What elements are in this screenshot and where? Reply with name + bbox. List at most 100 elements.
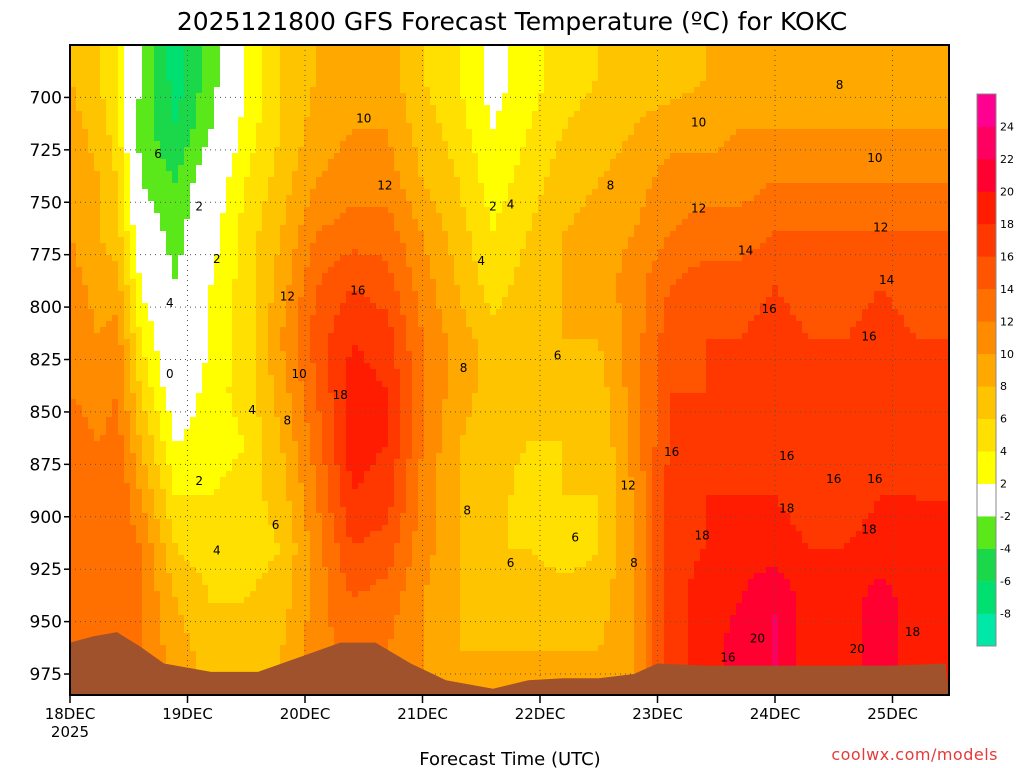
field-cell: [88, 501, 95, 508]
field-cell: [166, 525, 173, 532]
field-cell: [148, 531, 155, 538]
field-cell: [76, 627, 83, 634]
field-cell: [76, 339, 83, 346]
field-cell: [100, 453, 107, 460]
field-cell: [106, 453, 113, 460]
field-cell: [136, 63, 143, 70]
field-cell: [136, 111, 143, 118]
field-cell: [226, 531, 233, 538]
field-cell: [208, 111, 215, 118]
field-cell: [202, 549, 209, 556]
field-cell: [166, 51, 173, 58]
field-cell: [130, 291, 137, 298]
field-cell: [136, 351, 143, 358]
field-cell: [112, 87, 119, 94]
field-cell: [130, 501, 137, 508]
field-cell: [178, 495, 185, 502]
field-cell: [148, 267, 155, 274]
field-cell: [226, 357, 233, 364]
field-cell: [226, 525, 233, 532]
field-cell: [178, 93, 185, 100]
field-cell: [292, 213, 299, 220]
field-cell: [130, 633, 137, 640]
field-cell: [262, 567, 269, 574]
field-cell: [232, 117, 239, 124]
field-cell: [262, 141, 269, 148]
field-cell: [166, 483, 173, 490]
field-cell: [262, 237, 269, 244]
field-cell: [190, 105, 197, 112]
field-cell: [106, 603, 113, 610]
field-cell: [280, 489, 287, 496]
field-cell: [256, 603, 263, 610]
field-cell: [76, 219, 83, 226]
field-cell: [298, 153, 305, 160]
field-cell: [196, 549, 203, 556]
field-cell: [142, 315, 149, 322]
field-cell: [256, 321, 263, 328]
field-cell: [202, 93, 209, 100]
field-cell: [76, 591, 83, 598]
field-cell: [322, 585, 329, 592]
field-cell: [160, 171, 167, 178]
field-cell: [178, 189, 185, 196]
field-cell: [274, 243, 281, 250]
field-cell: [286, 357, 293, 364]
field-cell: [214, 405, 221, 412]
field-cell: [142, 237, 149, 244]
field-cell: [88, 225, 95, 232]
field-cell: [166, 495, 173, 502]
field-cell: [298, 597, 305, 604]
field-cell: [136, 411, 143, 418]
field-cell: [304, 579, 311, 586]
field-cell: [334, 603, 341, 610]
field-cell: [106, 591, 113, 598]
field-cell: [202, 657, 209, 664]
field-cell: [304, 573, 311, 580]
field-cell: [316, 489, 323, 496]
field-cell: [196, 159, 203, 166]
field-cell: [316, 147, 323, 154]
field-cell: [274, 219, 281, 226]
field-cell: [232, 633, 239, 640]
field-cell: [232, 345, 239, 352]
field-cell: [112, 327, 119, 334]
field-cell: [250, 381, 257, 388]
field-cell: [106, 189, 113, 196]
field-cell: [280, 273, 287, 280]
field-cell: [250, 447, 257, 454]
field-cell: [76, 177, 83, 184]
field-cell: [244, 363, 251, 370]
field-cell: [124, 615, 131, 622]
field-cell: [310, 555, 317, 562]
field-cell: [202, 441, 209, 448]
field-cell: [310, 219, 317, 226]
field-cell: [94, 81, 101, 88]
field-cell: [280, 651, 287, 658]
field-cell: [178, 603, 185, 610]
field-cell: [172, 381, 179, 388]
field-cell: [226, 201, 233, 208]
field-cell: [226, 561, 233, 568]
field-cell: [220, 69, 227, 76]
field-cell: [232, 399, 239, 406]
field-cell: [286, 129, 293, 136]
field-cell: [256, 639, 263, 646]
field-cell: [220, 477, 227, 484]
field-cell: [244, 459, 251, 466]
field-cell: [340, 543, 347, 550]
field-cell: [82, 63, 89, 70]
field-cell: [208, 639, 215, 646]
field-cell: [244, 447, 251, 454]
field-cell: [82, 237, 89, 244]
field-cell: [316, 177, 323, 184]
field-cell: [292, 555, 299, 562]
field-cell: [238, 315, 245, 322]
field-cell: [280, 63, 287, 70]
field-cell: [118, 405, 125, 412]
field-cell: [130, 597, 137, 604]
field-cell: [208, 417, 215, 424]
field-cell: [136, 225, 143, 232]
field-cell: [250, 51, 257, 58]
field-cell: [262, 177, 269, 184]
